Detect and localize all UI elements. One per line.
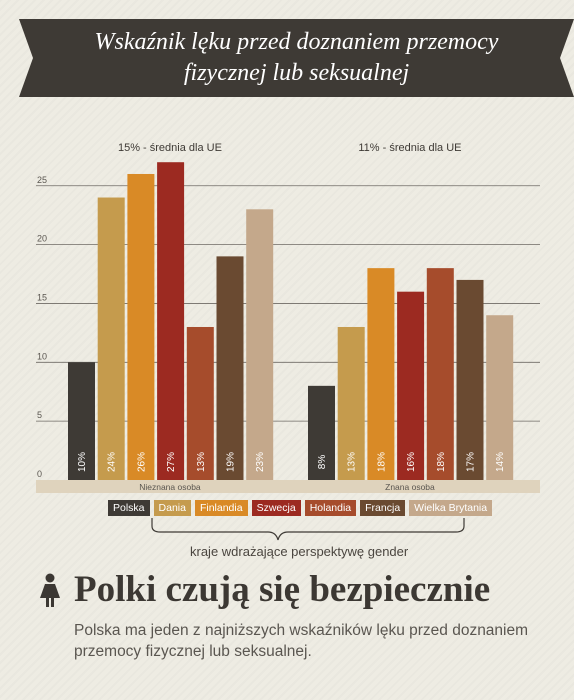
bar <box>186 326 214 480</box>
bar-value-label: 18% <box>436 452 447 472</box>
bar <box>426 268 454 480</box>
y-tick-label: 0 <box>37 469 42 479</box>
legend-item: Francja <box>360 500 406 516</box>
bar <box>397 291 425 480</box>
bar-value-label: 23% <box>255 452 266 472</box>
title-line-2: fizycznej lub seksualnej <box>183 60 410 86</box>
y-tick-label: 5 <box>37 410 42 420</box>
legend-item: Finlandia <box>194 500 248 516</box>
bar-value-label: 10% <box>77 452 88 472</box>
headline-subtitle: Polska ma jeden z najniższych wskaźników… <box>74 622 529 660</box>
bar <box>157 162 185 480</box>
y-tick-label: 25 <box>37 175 47 185</box>
bar-value-label: 17% <box>466 452 477 472</box>
group-label: Znana osoba <box>385 482 435 492</box>
y-tick-label: 10 <box>37 351 47 361</box>
legend-item: Szwecja <box>251 500 301 516</box>
bar <box>337 326 365 480</box>
bar <box>127 173 155 481</box>
bar <box>68 362 95 480</box>
bar <box>367 268 395 480</box>
legend-item: Polska <box>108 500 150 516</box>
title-line-1: Wskaźnik lęku przed doznaniem przemocy <box>94 29 499 55</box>
bar-value-label: 14% <box>495 452 506 472</box>
title-banner: Wskaźnik lęku przed doznaniem przemocy f… <box>19 19 574 97</box>
woman-icon <box>40 573 60 607</box>
bar-chart: 0 5 10 15 20 25 10% 24% 26% 27% 13% 19% 23% Nieznana … <box>36 142 540 493</box>
bar-value-label: 19% <box>226 452 237 472</box>
bar-value-label: 16% <box>406 452 417 472</box>
bar-value-label: 13% <box>347 452 358 472</box>
bar <box>456 279 484 480</box>
bar-value-label: 18% <box>376 452 387 472</box>
group-label: Nieznana osoba <box>139 482 201 492</box>
y-tick-label: 15 <box>37 292 47 302</box>
bar-value-label: 13% <box>196 452 207 472</box>
bar <box>246 209 274 481</box>
legend-item: Dania <box>153 500 191 516</box>
legend-caption: kraje wdrażające perspektywę gender <box>190 544 409 559</box>
bar <box>216 256 244 480</box>
bar-value-label: 8% <box>317 455 328 470</box>
legend: Polska Dania Finlandia Szwecja Holandia Franc… <box>108 500 493 516</box>
bar <box>97 197 125 480</box>
legend-item: Holandia <box>304 500 357 516</box>
legend-item: Wielka Brytania <box>409 500 493 516</box>
bar-value-label: 24% <box>107 452 118 472</box>
bar <box>486 315 514 480</box>
bar <box>308 385 335 480</box>
bar-value-label: 26% <box>136 452 147 472</box>
group-average-label: 15% - średnia dla UE <box>118 142 222 154</box>
axis-band <box>36 480 540 493</box>
group-average-label: 11% - średnia dla UE <box>358 142 461 154</box>
headline-title: Polki czują się bezpiecznie <box>74 569 491 610</box>
bar-value-label: 27% <box>166 452 177 472</box>
y-tick-label: 20 <box>37 234 47 244</box>
headline: Polki czują się bezpiecznie <box>38 568 490 611</box>
